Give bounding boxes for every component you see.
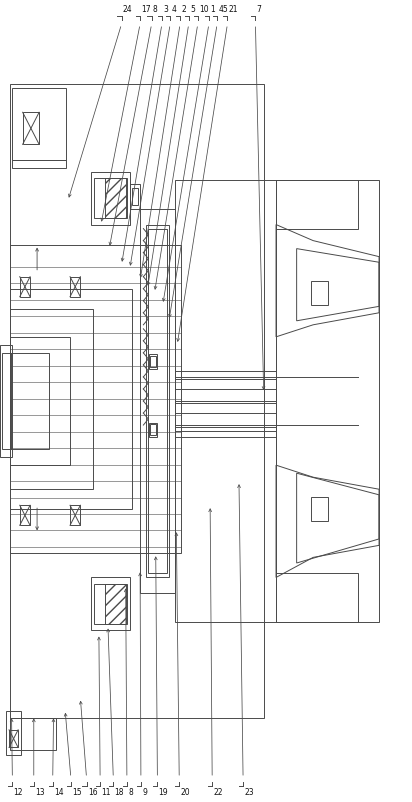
Bar xyxy=(10,718,56,750)
Text: 23: 23 xyxy=(244,788,254,797)
Bar xyxy=(20,277,30,297)
Text: 4: 4 xyxy=(171,5,176,14)
Text: 8: 8 xyxy=(153,5,158,14)
Bar xyxy=(175,427,276,437)
Bar xyxy=(10,84,264,718)
Text: 2: 2 xyxy=(181,5,186,14)
Text: 22: 22 xyxy=(213,788,223,797)
Bar xyxy=(70,277,80,297)
Text: 20: 20 xyxy=(180,788,190,797)
Text: 9: 9 xyxy=(142,788,147,797)
Bar xyxy=(175,379,276,389)
Bar xyxy=(132,188,138,205)
Text: 19: 19 xyxy=(159,788,168,797)
Bar xyxy=(150,356,156,367)
Bar xyxy=(10,245,181,553)
Bar xyxy=(10,353,49,449)
Text: 3: 3 xyxy=(163,5,168,14)
Bar xyxy=(10,289,132,509)
Bar xyxy=(70,505,80,525)
Bar xyxy=(20,505,30,525)
Bar xyxy=(148,229,167,573)
Bar xyxy=(311,281,328,305)
Bar xyxy=(105,178,126,218)
Bar xyxy=(149,423,157,437)
Text: 11: 11 xyxy=(101,788,111,797)
Bar xyxy=(2,353,11,449)
Text: 17: 17 xyxy=(141,5,151,14)
Bar xyxy=(146,225,169,577)
Bar xyxy=(149,354,157,369)
Bar xyxy=(10,309,93,489)
Bar xyxy=(130,184,140,209)
Text: 21: 21 xyxy=(229,5,238,14)
Bar xyxy=(276,180,379,622)
Text: 7: 7 xyxy=(257,5,262,14)
Bar xyxy=(6,711,21,755)
Bar xyxy=(140,209,175,593)
Bar xyxy=(276,573,358,622)
Text: 14: 14 xyxy=(54,788,63,797)
Bar xyxy=(91,172,130,225)
Text: 24: 24 xyxy=(123,5,132,14)
Bar xyxy=(10,337,70,465)
Text: 8: 8 xyxy=(128,788,133,797)
Bar xyxy=(94,584,127,624)
Bar xyxy=(12,88,66,160)
Bar xyxy=(23,112,39,144)
Bar xyxy=(311,497,328,521)
Text: 16: 16 xyxy=(88,788,97,797)
Text: 12: 12 xyxy=(14,788,23,797)
Text: 15: 15 xyxy=(72,788,82,797)
Text: 18: 18 xyxy=(115,788,124,797)
Text: 1: 1 xyxy=(210,5,215,14)
Bar xyxy=(175,180,276,622)
Bar xyxy=(175,403,276,413)
Bar xyxy=(0,345,12,457)
Bar xyxy=(150,424,156,435)
Text: 5: 5 xyxy=(190,5,195,14)
Text: 45: 45 xyxy=(218,5,228,14)
Bar xyxy=(9,730,18,747)
Text: 13: 13 xyxy=(35,788,44,797)
Text: 10: 10 xyxy=(199,5,208,14)
Bar xyxy=(94,178,127,218)
Bar xyxy=(276,180,358,229)
Bar xyxy=(105,584,126,624)
Bar xyxy=(12,160,66,168)
Bar xyxy=(91,577,130,630)
